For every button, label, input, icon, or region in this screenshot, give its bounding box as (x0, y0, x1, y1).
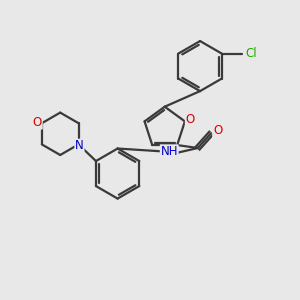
Text: O: O (186, 113, 195, 126)
Text: O: O (213, 124, 222, 137)
Text: O: O (33, 116, 42, 129)
Text: N: N (75, 140, 84, 152)
Text: NH: NH (160, 145, 178, 158)
Text: Cl: Cl (245, 47, 257, 60)
